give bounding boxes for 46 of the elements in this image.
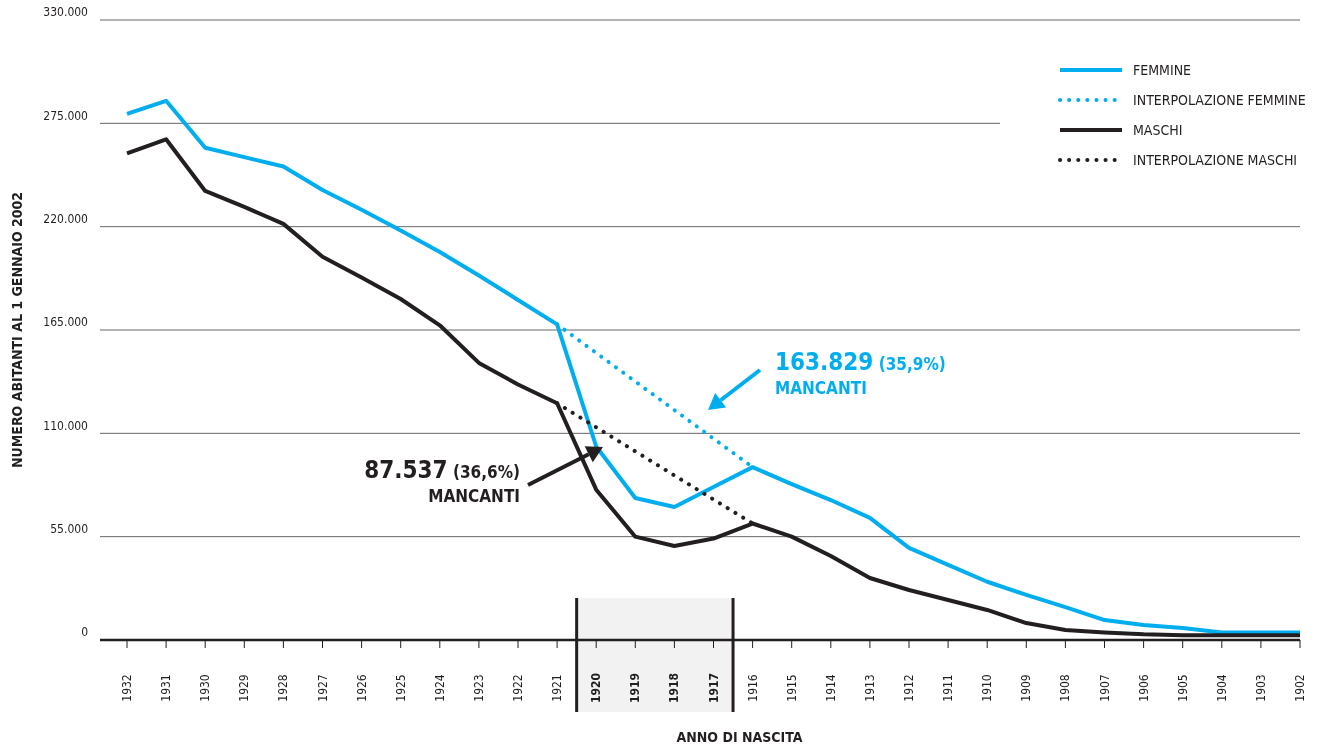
x-tick-label: 1931 xyxy=(159,674,174,702)
legend-label: FEMMINE xyxy=(1133,62,1192,78)
x-tick-label: 1925 xyxy=(393,674,408,702)
x-tick-label: 1903 xyxy=(1253,674,1268,702)
legend-label: MASCHI xyxy=(1133,122,1183,138)
x-tick-label: 1905 xyxy=(1175,674,1190,702)
x-tick-label: 1929 xyxy=(237,674,252,702)
y-tick-label: 330.000 xyxy=(43,5,89,20)
x-tick-label: 1918 xyxy=(667,672,682,704)
x-tick-label: 1904 xyxy=(1214,674,1229,702)
y-tick-label: 110.000 xyxy=(43,418,89,433)
x-tick-label: 1923 xyxy=(471,674,486,702)
y-tick-label: 55.000 xyxy=(50,522,89,537)
annotation: 87.537 (36,6%) MANCANTI xyxy=(364,456,520,506)
x-tick-label: 1912 xyxy=(902,674,916,702)
x-tick-label: 1909 xyxy=(1019,674,1034,702)
x-tick-label: 1916 xyxy=(745,674,760,702)
x-tick-label: 1921 xyxy=(550,674,565,702)
x-tick-label: 1919 xyxy=(628,672,643,704)
y-tick-label: 0 xyxy=(81,625,89,640)
x-tick-label: 1911 xyxy=(941,674,956,702)
x-tick-label: 1928 xyxy=(276,674,291,702)
x-tick-label: 1902 xyxy=(1293,674,1307,702)
x-tick-label: 1930 xyxy=(198,674,213,702)
x-tick-label: 1932 xyxy=(120,674,134,702)
x-tick-label: 1913 xyxy=(862,674,877,702)
x-tick-label: 1924 xyxy=(432,674,447,702)
x-tick-label: 1910 xyxy=(980,674,995,702)
x-tick-label: 1908 xyxy=(1058,674,1073,702)
x-tick-label: 1927 xyxy=(315,674,330,702)
x-axis-title: ANNO DI NASCITA xyxy=(676,729,803,744)
x-tick-label: 1926 xyxy=(354,674,369,702)
annotation: 163.829 (35,9%) MANCANTI xyxy=(775,348,946,398)
x-tick-label: 1914 xyxy=(823,674,838,702)
x-tick-label: 1907 xyxy=(1097,674,1112,702)
x-tick-label: 1906 xyxy=(1136,674,1151,702)
x-tick-label: 1915 xyxy=(784,674,799,702)
legend-label: INTERPOLAZIONE FEMMINE xyxy=(1133,92,1306,108)
y-tick-label: 165.000 xyxy=(43,315,89,330)
legend-label: INTERPOLAZIONE MASCHI xyxy=(1133,152,1298,168)
x-tick-label: 1920 xyxy=(589,672,604,704)
y-tick-label: 275.000 xyxy=(43,108,89,123)
x-tick-label: 1917 xyxy=(706,672,721,704)
y-axis-title: NUMERO ABITANTI AL 1 GENNAIO 2002 xyxy=(9,191,25,469)
x-tick-label: 1922 xyxy=(511,674,525,702)
y-tick-label: 220.000 xyxy=(43,212,89,227)
